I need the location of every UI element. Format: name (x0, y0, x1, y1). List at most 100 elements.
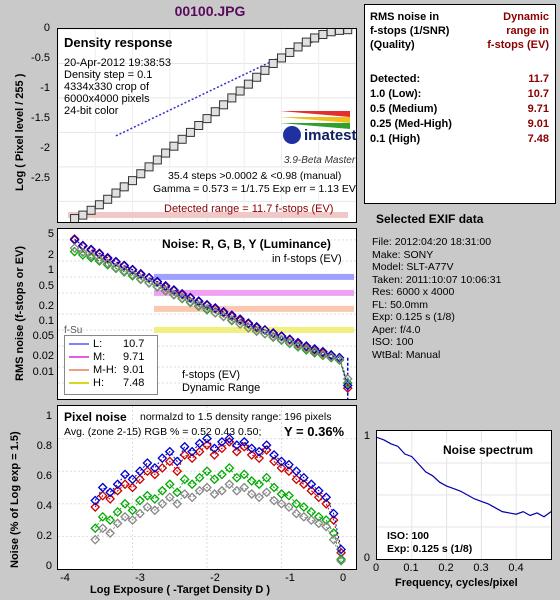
legend-swatch (69, 369, 89, 371)
noise-point (268, 331, 279, 342)
exif-line: FL: 50.0mm (372, 298, 429, 311)
noise-threshold-band (154, 305, 354, 312)
pixel-point (127, 474, 138, 485)
pixel-point (269, 456, 279, 467)
noise-series-line (74, 251, 349, 384)
rms-row-value: 11.7 (528, 73, 549, 85)
noise-point (77, 240, 88, 251)
density-point (119, 182, 129, 192)
pixel-point (135, 466, 145, 477)
pixel-point (127, 482, 138, 493)
noise-point (127, 270, 138, 281)
rms-row-value: 7.48 (527, 133, 549, 145)
pixel-point (239, 441, 250, 452)
pixel-series-line (94, 467, 342, 560)
pixel-point (142, 466, 153, 477)
pixel-point (120, 498, 130, 509)
pixel-noise-ytick: 0 (45, 560, 52, 572)
pixel-point (313, 518, 324, 529)
density-point (169, 141, 179, 151)
pixel-point (254, 479, 265, 490)
exif-line: ISO: 100 (372, 336, 414, 348)
pixel-point (157, 453, 168, 464)
pixel-point (298, 472, 309, 483)
pixel-point (276, 489, 287, 499)
noise-point (210, 307, 221, 318)
density-info-line: 4334x330 crop of (64, 81, 150, 93)
pixel-point (306, 507, 317, 517)
pixel-point (246, 489, 257, 499)
pixel-point (90, 523, 101, 534)
noise-point (152, 281, 163, 292)
pixel-point (187, 453, 198, 464)
noise-partial-label: f-Su (64, 325, 83, 336)
noise-panel: Noise: R, G, B, Y (Luminance) in f-stops… (57, 228, 357, 400)
pixel-point (194, 438, 205, 449)
spectrum-line (377, 436, 551, 518)
density-point (136, 169, 146, 179)
pixel-point (313, 492, 324, 503)
noise-point (293, 337, 303, 348)
pixel-point (90, 495, 101, 506)
pixel-point (313, 485, 324, 496)
noise-point (144, 277, 154, 288)
pixel-point (209, 449, 220, 460)
noise-series-line (74, 239, 349, 386)
pixel-point (276, 498, 287, 509)
pixel-point (306, 479, 317, 490)
noise-point (160, 285, 171, 296)
density-point (177, 134, 187, 144)
pixel-point (328, 515, 339, 526)
pixel-point (149, 505, 160, 516)
pixel-point (291, 474, 302, 485)
rms-row-label: 0.5 (Medium) (370, 103, 438, 115)
rms-row-label: Detected: (370, 73, 421, 85)
spectrum-xtick: 0.2 (438, 562, 454, 574)
spectrum-ytick: 0 (363, 552, 370, 564)
density-point (318, 30, 328, 40)
density-ytick: -2.5 (31, 172, 50, 184)
noise-ytick: 0.1 (38, 315, 54, 327)
legend-entry: M-H: 9.01 (69, 364, 155, 376)
rms-head-right: Dynamic (503, 11, 549, 23)
rms-head-right: f-stops (EV) (487, 39, 549, 51)
noise-point (301, 345, 312, 355)
pixel-point (291, 508, 302, 519)
noise-ytick: 0.01 (32, 366, 54, 378)
noise-point (127, 264, 138, 275)
density-ytick: 0 (43, 22, 50, 34)
noise-point (102, 258, 113, 269)
noise-subtitle: in f-stops (EV) (272, 253, 342, 265)
noise-ytick: 0.05 (32, 330, 54, 342)
noise-point (276, 331, 287, 341)
noise-point (235, 314, 246, 325)
legend-value: 9.01 (123, 364, 145, 376)
pixel-point (149, 469, 160, 480)
spectrum-xtick: 0.3 (473, 562, 489, 574)
imatest-logo: imatest (280, 109, 357, 159)
noise-point (342, 373, 353, 384)
legend-swatch (69, 343, 89, 345)
pixel-point (261, 445, 272, 455)
spectrum-xlabel: Frequency, cycles/pixel (395, 577, 518, 589)
exif-title: Selected EXIF data (376, 212, 484, 226)
density-point (194, 121, 204, 130)
density-chart (58, 29, 356, 222)
pixel-point (328, 508, 339, 519)
noise-point (293, 341, 303, 351)
legend-caption: f-stops (EV) (182, 369, 241, 381)
rms-row-value: 9.01 (527, 118, 549, 130)
exif-lines: File: 2012:04:20 18:31:00 Make: SONY Model… (372, 236, 501, 361)
noise-point (135, 268, 146, 279)
pixel-noise-avg: Avg. (zone 2-15) RGB % = 0.52 0.43 0.50; (64, 426, 262, 438)
rms-row-value: 9.71 (527, 103, 549, 115)
noise-point (69, 243, 80, 253)
pixel-point (328, 534, 339, 545)
pixel-point (172, 487, 183, 498)
pixel-point (336, 555, 347, 566)
noise-point (210, 303, 221, 313)
pixel-point (231, 446, 242, 457)
noise-point (102, 252, 113, 263)
noise-point (235, 315, 246, 326)
noise-point (111, 262, 121, 273)
